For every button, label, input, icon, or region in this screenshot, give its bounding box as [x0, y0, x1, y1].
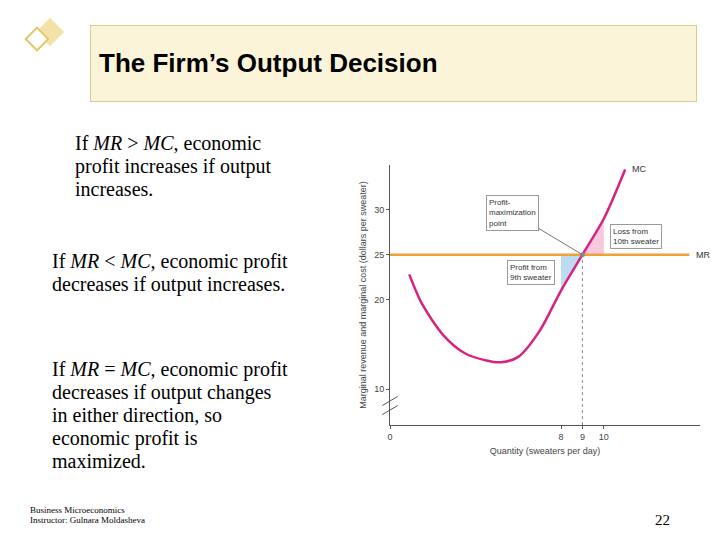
html-text:in either direction, so: in either direction, so	[52, 404, 222, 426]
svg-text:9: 9	[580, 432, 585, 442]
svg-text:10: 10	[374, 384, 384, 394]
html-text:maximized.: maximized.	[52, 450, 146, 472]
html-text:If MR < MC, economic profit: If MR < MC, economic profit	[52, 250, 288, 272]
html-text:Business Microeconomics: Business Microeconomics	[30, 505, 125, 515]
svg-text:Marginal revenue and marginal: Marginal revenue and marginal cost (doll…	[358, 181, 368, 409]
svg-text:30: 30	[374, 205, 384, 215]
svg-text:25: 25	[374, 250, 384, 260]
svg-text:Quantity (sweaters per day): Quantity (sweaters per day)	[490, 446, 601, 456]
html-text:22: 22	[655, 512, 670, 528]
svg-text:Profit-maximizationpoint: Profit-maximizationpoint	[489, 198, 536, 228]
html-text:economic profit is: economic profit is	[52, 427, 198, 449]
svg-text:0: 0	[387, 432, 392, 442]
html-text:The Firm’s Output Decision: The Firm’s Output Decision	[99, 48, 438, 78]
html-text:profit increases if output: profit increases if output	[75, 155, 272, 177]
svg-text:8: 8	[559, 432, 564, 442]
svg-text:Profit from9th sweater: Profit from9th sweater	[510, 263, 552, 282]
svg-text:MC: MC	[632, 164, 646, 174]
svg-text:Loss from10th sweater: Loss from10th sweater	[613, 227, 659, 246]
html-text:decreases if output increases.: decreases if output increases.	[52, 273, 286, 295]
html-text:increases.: increases.	[75, 178, 154, 200]
html-text:If MR = MC, economic profit: If MR = MC, economic profit	[52, 358, 288, 380]
svg-text:MR: MR	[696, 250, 710, 260]
html-text:Instructor: Gulnara Moldasheva: Instructor: Gulnara Moldasheva	[30, 515, 145, 525]
svg-text:20: 20	[374, 295, 384, 305]
html-text:If MR > MC, economic: If MR > MC, economic	[75, 132, 262, 154]
html-text:decreases if output changes: decreases if output changes	[52, 381, 272, 403]
svg-text:10: 10	[599, 432, 609, 442]
